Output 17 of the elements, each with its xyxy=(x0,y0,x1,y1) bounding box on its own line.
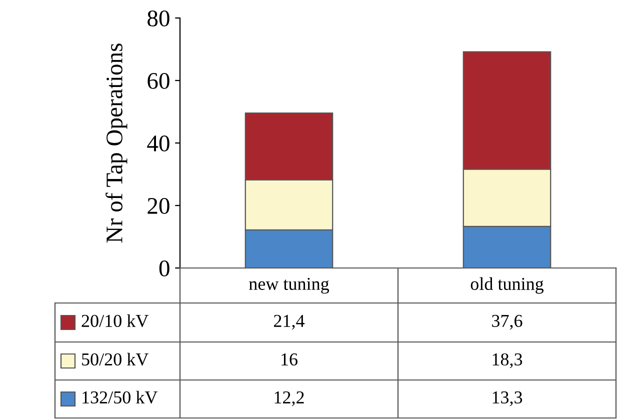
data-label: 12,2 xyxy=(274,391,304,406)
y-tick-label: 80 xyxy=(148,10,170,26)
y-tick-label: 60 xyxy=(148,72,170,89)
legend-label: 132/50 kV xyxy=(82,390,158,404)
data-label: 18,3 xyxy=(492,353,522,368)
data-label: 37,6 xyxy=(492,314,522,330)
y-axis-title: Nr of Tap Operations xyxy=(106,44,128,243)
legend-label: 20/10 kV xyxy=(82,314,149,328)
data-label: 13,3 xyxy=(492,391,522,406)
y-tick-label: 20 xyxy=(148,198,170,214)
data-label: 21,4 xyxy=(274,314,305,330)
y-tick-label: 40 xyxy=(147,135,170,152)
data-label: 16 xyxy=(282,353,298,366)
legend-label: 50/20 kV xyxy=(82,352,149,366)
x-tick-label: old tuning xyxy=(470,277,544,294)
y-tick-label: 0 xyxy=(159,260,170,276)
x-tick-label: new tuning xyxy=(249,278,330,294)
